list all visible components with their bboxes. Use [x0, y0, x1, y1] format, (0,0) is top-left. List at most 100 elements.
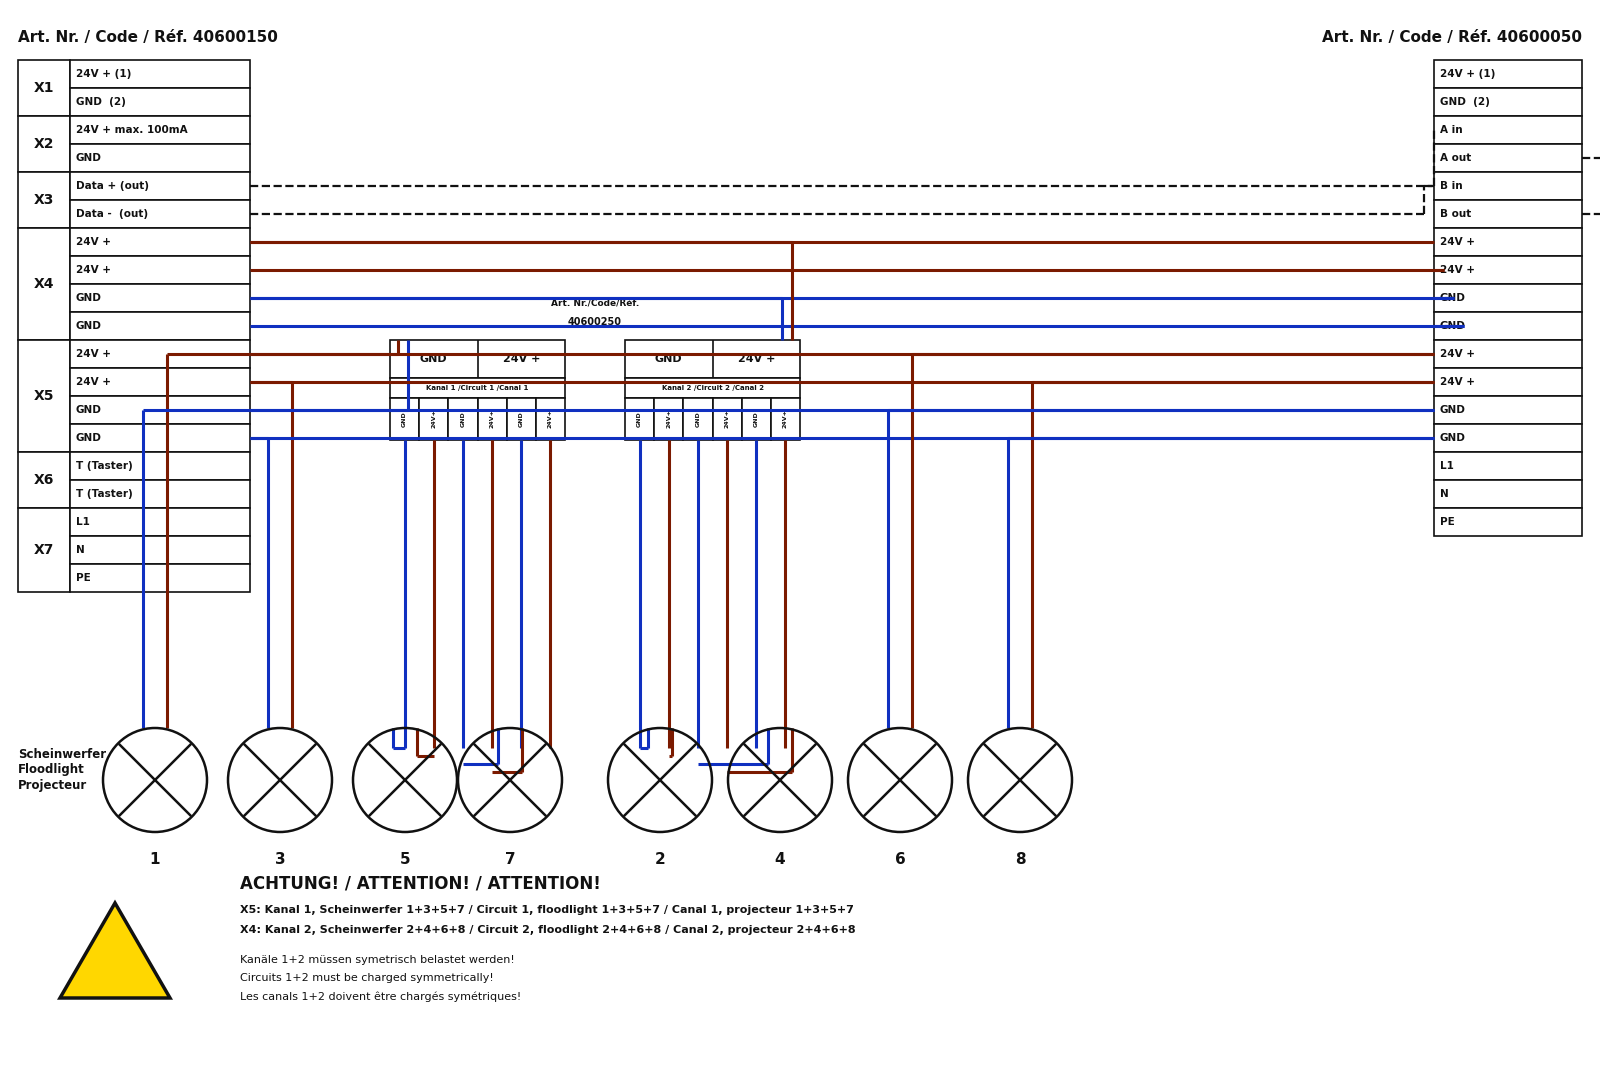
Text: B out: B out [1440, 209, 1472, 219]
Bar [70, 368, 250, 395]
Text: 40600250: 40600250 [568, 317, 622, 327]
Text: GND: GND [637, 411, 642, 426]
Text: X4: X4 [34, 277, 54, 291]
Text: B in: B in [1440, 181, 1462, 191]
Text: GND: GND [461, 411, 466, 426]
Text: 1: 1 [150, 852, 160, 867]
Bar [1434, 88, 1582, 116]
Text: Art. Nr./Code/Réf.: Art. Nr./Code/Réf. [550, 300, 638, 308]
Text: 3: 3 [275, 852, 285, 867]
Bar [1434, 508, 1582, 536]
Bar [70, 312, 250, 340]
Text: A out: A out [1440, 154, 1472, 163]
Bar [70, 256, 250, 284]
Bar [18, 340, 70, 452]
Text: GND: GND [77, 293, 102, 303]
Bar [683, 398, 712, 440]
Bar [1434, 368, 1582, 395]
Text: Kanal 1 /Circuit 1 /Canal 1: Kanal 1 /Circuit 1 /Canal 1 [426, 385, 528, 391]
Text: X3: X3 [34, 193, 54, 207]
Bar [419, 398, 448, 440]
Bar [654, 398, 683, 440]
Bar [70, 564, 250, 592]
Text: GND: GND [77, 321, 102, 332]
Text: 2: 2 [654, 852, 666, 867]
Text: N: N [77, 545, 85, 555]
Bar [771, 398, 800, 440]
Bar [70, 200, 250, 228]
Text: Circuits 1+2 must be charged symmetrically!: Circuits 1+2 must be charged symmetrical… [240, 973, 494, 983]
Bar [70, 228, 250, 256]
Text: 24V+: 24V+ [725, 409, 730, 429]
Text: N: N [1440, 489, 1448, 499]
Text: A in: A in [1440, 125, 1462, 135]
Text: 24V +: 24V + [1440, 265, 1475, 275]
Text: Kanal 2 /Circuit 2 /Canal 2: Kanal 2 /Circuit 2 /Canal 2 [661, 385, 763, 391]
Bar [1434, 395, 1582, 424]
Text: 24V +: 24V + [1440, 349, 1475, 359]
Bar [390, 340, 565, 378]
Text: ACHTUNG! / ATTENTION! / ATTENTION!: ACHTUNG! / ATTENTION! / ATTENTION! [240, 875, 602, 893]
Text: 24V + max. 100mA: 24V + max. 100mA [77, 125, 187, 135]
Text: 24V +: 24V + [77, 265, 110, 275]
Bar [18, 452, 70, 508]
Text: 5: 5 [400, 852, 410, 867]
Bar [1434, 312, 1582, 340]
Bar [626, 340, 800, 378]
Bar [742, 398, 771, 440]
Bar [1434, 284, 1582, 312]
Bar [536, 398, 565, 440]
Bar [477, 398, 507, 440]
Bar [70, 340, 250, 368]
Text: !: ! [106, 949, 123, 987]
Text: GND: GND [696, 411, 701, 426]
Text: 24V +: 24V + [77, 377, 110, 387]
Bar [70, 284, 250, 312]
Text: 24V +: 24V + [502, 354, 539, 364]
Text: 24V + (1): 24V + (1) [1440, 69, 1496, 79]
Text: Art. Nr. / Code / Réf. 40600150: Art. Nr. / Code / Réf. 40600150 [18, 30, 278, 45]
Text: X5: X5 [34, 389, 54, 403]
Text: GND: GND [654, 354, 683, 364]
Bar [1434, 424, 1582, 452]
Text: 24V +: 24V + [738, 354, 774, 364]
Bar [712, 398, 742, 440]
Text: 24V +: 24V + [1440, 377, 1475, 387]
Bar [1434, 480, 1582, 508]
Text: GND: GND [754, 411, 758, 426]
Text: GND: GND [1440, 321, 1466, 332]
Text: 6: 6 [894, 852, 906, 867]
Text: 24V+: 24V+ [666, 409, 672, 429]
Bar [70, 480, 250, 508]
Bar [1434, 340, 1582, 368]
Text: PE: PE [77, 574, 91, 583]
Bar [70, 60, 250, 88]
Text: Kanäle 1+2 müssen symetrisch belastet werden!: Kanäle 1+2 müssen symetrisch belastet we… [240, 955, 515, 965]
Text: 4: 4 [774, 852, 786, 867]
Text: T (Taster): T (Taster) [77, 461, 133, 471]
Polygon shape [61, 903, 170, 998]
Bar [1434, 200, 1582, 228]
Text: GND  (2): GND (2) [77, 97, 126, 107]
Bar [390, 398, 419, 440]
Bar [1434, 144, 1582, 172]
Text: Les canals 1+2 doivent être chargés symétriques!: Les canals 1+2 doivent être chargés symé… [240, 991, 522, 1001]
Bar [507, 398, 536, 440]
Text: 24V +: 24V + [1440, 237, 1475, 247]
Bar [1434, 60, 1582, 88]
Text: GND: GND [77, 405, 102, 415]
Text: L1: L1 [1440, 461, 1454, 471]
Text: 24V + (1): 24V + (1) [77, 69, 131, 79]
Text: PE: PE [1440, 517, 1454, 527]
Text: 8: 8 [1014, 852, 1026, 867]
Text: GND: GND [77, 433, 102, 443]
Text: Art. Nr. / Code / Réf. 40600050: Art. Nr. / Code / Réf. 40600050 [1322, 30, 1582, 45]
Bar [448, 398, 477, 440]
Bar [18, 508, 70, 592]
Bar [1434, 256, 1582, 284]
Bar [70, 452, 250, 480]
Text: 24V+: 24V+ [490, 409, 494, 429]
Text: Data + (out): Data + (out) [77, 181, 149, 191]
Text: 7: 7 [504, 852, 515, 867]
Text: Data -  (out): Data - (out) [77, 209, 149, 219]
